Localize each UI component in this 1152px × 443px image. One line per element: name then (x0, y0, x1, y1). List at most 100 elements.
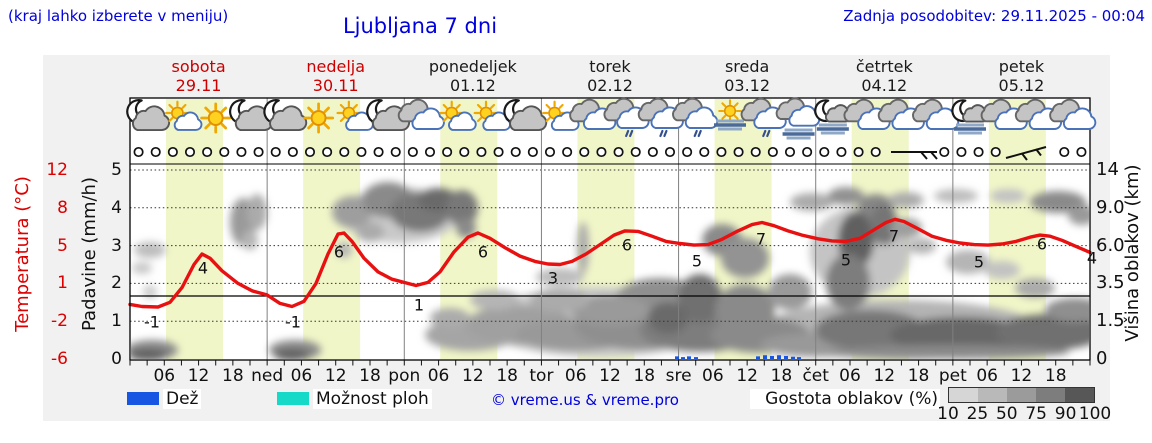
rain-bar (791, 356, 795, 359)
weather-icon-moon-fog (814, 99, 852, 135)
x-hour-label: 18 (496, 366, 518, 386)
weather-icon-drizzle (603, 97, 650, 138)
wind-calm-icon (630, 146, 641, 158)
wind-calm-icon (784, 146, 796, 158)
weather-icon-sun-cloud (473, 100, 511, 131)
x-hour-label: 12 (324, 366, 347, 386)
x-hour-label: 12 (1010, 366, 1033, 386)
wind-calm-icon (219, 146, 230, 158)
day-date: 03.12 (724, 76, 771, 95)
wind-calm-icon (133, 146, 144, 158)
wind-calm-icon (853, 146, 864, 158)
day-name: sobota (171, 57, 226, 76)
rain-bar (777, 355, 781, 359)
density-tick-label: 10 (937, 404, 959, 424)
temperature-value-label: 6 (621, 235, 633, 255)
x-day-abbr-label: pet (938, 366, 967, 386)
x-hour-label: 18 (770, 366, 793, 386)
day-name: petek (998, 57, 1045, 76)
showers-legend-label: Možnost ploh (313, 389, 432, 409)
daytime-band (166, 99, 223, 359)
x-hour-label: 18 (222, 366, 244, 386)
wind-calm-icon (733, 146, 744, 158)
wind-calm-icon (150, 146, 161, 158)
density-segment (1036, 388, 1065, 402)
temperature-value-label: 3 (547, 268, 559, 288)
wind-calm-icon (699, 146, 710, 158)
page-title: Ljubljana 7 dni (342, 14, 498, 38)
x-hour-label: 12 (736, 366, 758, 386)
wind-calm-icon (1059, 146, 1070, 158)
wind-calm-icon (253, 146, 264, 158)
temperature-value-label: 5 (691, 251, 703, 271)
x-hour-label: 06 (702, 366, 724, 386)
rain-legend-swatch (127, 392, 159, 405)
day-date: 05.12 (998, 76, 1045, 95)
wind-calm-icon (527, 146, 538, 158)
rain-bar (770, 355, 774, 359)
wind-barb-icon (891, 151, 938, 160)
x-day-abbr-label: pon (388, 366, 421, 386)
x-day-abbr-label: čet (802, 366, 829, 386)
last-update-text: Zadnja posodobitev: 29.11.2025 - 00:04 (843, 7, 1145, 25)
wind-calm-icon (459, 146, 470, 158)
wind-calm-icon (407, 146, 418, 158)
weather-icon-moon-cloud (263, 99, 308, 131)
rain-bar (763, 355, 767, 359)
temperature-value-label: 7 (755, 229, 767, 249)
precip-axis-tick: 4 (111, 197, 122, 218)
weather-icon-clouds (980, 98, 1028, 130)
wind-calm-icon (167, 146, 178, 158)
weather-icon-sun-cloud (165, 100, 203, 131)
precip-axis-tick: 2 (111, 273, 122, 294)
temperature-value-label: 4 (197, 258, 209, 278)
wind-calm-icon (973, 146, 984, 158)
wind-calm-icon (647, 146, 658, 158)
day-date: 01.12 (449, 76, 496, 95)
cloud-axis-tick: 1.5 (1096, 310, 1125, 332)
precip-axis-tick: 0 (111, 349, 122, 369)
temp-axis-tick: 1 (57, 273, 68, 294)
density-segment (1065, 388, 1094, 402)
weather-icon-moon-cloud (503, 99, 548, 131)
copyright-link[interactable]: © vreme.us & vreme.pro (460, 391, 710, 409)
rain-bar (687, 356, 691, 359)
wind-calm-icon (373, 146, 384, 158)
day-date: 04.12 (861, 76, 908, 95)
wind-calm-icon (236, 146, 247, 158)
day-name: sreda (724, 57, 770, 76)
precip-axis-tick: 1 (111, 311, 122, 332)
cloud-axis-tick: 6.0 (1096, 234, 1125, 256)
cloud-axis-tick: 3.5 (1096, 272, 1125, 294)
precip-axis-tick: 5 (111, 160, 122, 180)
wind-calm-icon (304, 146, 316, 158)
day-name: torek (589, 57, 631, 76)
wind-calm-icon (802, 146, 813, 158)
wind-calm-icon (476, 146, 487, 158)
x-day-abbr-label: tor (529, 366, 554, 386)
temp-axis-tick: 5 (57, 235, 68, 256)
wind-calm-icon (184, 146, 196, 158)
legend-row: Dež Možnost ploh © vreme.us & vreme.pro … (0, 387, 1152, 429)
weather-icon-sun-cloud (336, 100, 374, 131)
day-date: 29.11 (175, 76, 222, 95)
x-hour-label: 12 (187, 366, 210, 386)
weather-icon-clouds (912, 98, 960, 130)
x-hour-label: 12 (462, 366, 484, 386)
x-hour-label: 18 (359, 366, 381, 386)
cloud-axis-tick: 0 (1096, 348, 1108, 369)
weather-icon-sun (200, 102, 232, 134)
temperature-value-label: 1 (413, 295, 425, 315)
day-date: 02.12 (587, 76, 633, 95)
wind-calm-icon (424, 146, 436, 158)
weather-icon-moon-cloud (126, 99, 171, 131)
density-segment (949, 388, 978, 402)
rain-bar (797, 357, 801, 359)
x-hour-label: 06 (427, 366, 450, 386)
wind-calm-icon (339, 146, 350, 158)
wind-calm-icon (442, 146, 453, 158)
density-tick-label: 100 (1078, 404, 1112, 424)
weather-icon-sun-fog (714, 99, 746, 131)
